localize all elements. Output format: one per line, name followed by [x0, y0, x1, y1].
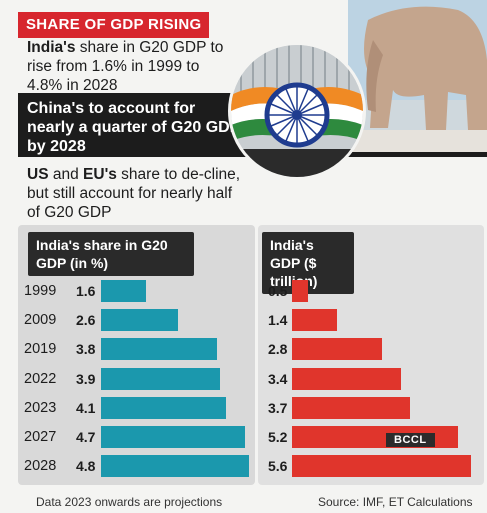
gdp-value-label-2009: 1.4 [268, 312, 288, 329]
year-label-1999: 1999 [24, 283, 57, 299]
headline-banner: SHARE OF GDP RISING [18, 12, 210, 38]
gdp-value-label-1999: 0.5 [268, 283, 288, 299]
key-point-india-bold: India's [27, 39, 76, 56]
share-value-label-2022: 3.9 [76, 370, 96, 387]
share-value-label-2023: 4.1 [76, 399, 96, 416]
share-value-label-1999: 1.6 [76, 283, 96, 299]
share-bar-2027 [101, 426, 245, 448]
key-point-us-eu-text: share to de-cline, but still account for… [27, 166, 241, 221]
gdp-value-label-2028: 5.6 [268, 458, 288, 475]
share-value-label-2019: 3.8 [76, 341, 96, 358]
share-bar-2028 [101, 455, 249, 478]
share-value-label-2027: 4.7 [76, 429, 96, 445]
elephant-statue-image [348, 0, 487, 152]
key-point-us-bold: US [27, 166, 49, 183]
key-point-china: China's to account for nearly a quarter … [27, 100, 241, 155]
share-bar-1999 [101, 280, 146, 302]
gdp-value-label-2022: 3.4 [268, 370, 288, 387]
share-bar-2019 [101, 338, 217, 361]
gdp-value-label-2027: 5.2 [268, 429, 288, 445]
share-bar-2009 [101, 309, 178, 332]
g20-emblem-image [231, 45, 363, 177]
bccl-watermark: BCCL [386, 433, 435, 447]
share-bar-2022 [101, 367, 220, 390]
projection-note: Data 2023 onwards are projections [36, 495, 223, 509]
gdp-bar-2019 [292, 338, 382, 361]
gdp-bar-2028 [292, 455, 471, 478]
key-point-india: India's share in G20 GDP to rise from 1.… [27, 38, 237, 95]
year-label-2023: 2023 [24, 399, 57, 416]
year-label-2027: 2027 [24, 429, 57, 445]
key-point-us-eu: US and EU's share to de-cline, but still… [27, 165, 247, 222]
key-point-and: and [48, 166, 84, 183]
gdp-value-label-2019: 2.8 [268, 341, 288, 358]
g20-venue-photo [228, 42, 366, 180]
share-value-label-2028: 4.8 [76, 458, 96, 475]
gdp-bar-2022 [292, 367, 401, 390]
year-label-2022: 2022 [24, 370, 57, 387]
gdp-value-label-2023: 3.7 [268, 399, 288, 416]
source-note: Source: IMF, ET Calculations [318, 495, 473, 509]
gdp-bar-2023 [292, 396, 410, 419]
share-chart-title: India's share in G20 GDP (in %) [28, 232, 194, 276]
gdp-bar-2009 [292, 309, 337, 332]
year-label-2009: 2009 [24, 312, 57, 329]
share-value-label-2009: 2.6 [76, 312, 96, 329]
year-label-2028: 2028 [24, 458, 57, 475]
gdp-bar-1999 [292, 280, 308, 302]
key-point-india-text: share in G20 GDP to rise from 1.6% in 19… [27, 39, 224, 94]
year-label-2019: 2019 [24, 341, 57, 358]
key-point-eu-bold: EU's [83, 166, 117, 183]
share-bar-2023 [101, 396, 226, 419]
